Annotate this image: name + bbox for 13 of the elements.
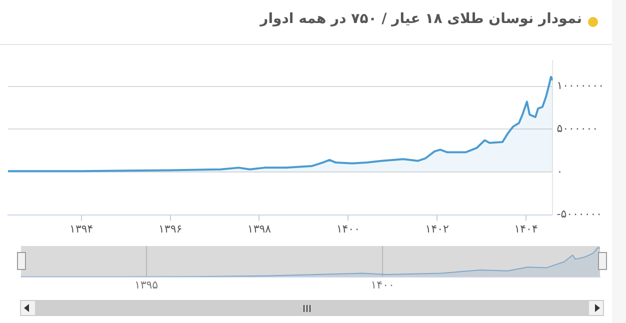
y-tick-label: -۵۰۰۰۰۰۰ [556,208,602,221]
x-tick-label: ۱۳۹۴ [70,222,94,236]
x-tick-label: ۱۳۹۵ [134,278,158,292]
x-tick-label: ۱۴۰۴ [514,222,538,236]
x-tick-label: ۱۴۰۰ [370,278,394,292]
x-tick-label: ۱۴۰۰ [336,222,360,236]
chart-title: نمودار نوسان طلای ۱۸ عیار / ۷۵۰ در همه ادوار [260,11,582,27]
x-tick-label: ۱۳۹۶ [158,222,182,236]
y-tick-label: ۰ [556,164,563,178]
x-tick-label: ۱۴۰۲ [425,222,450,236]
y-tick-label: ۵۰۰۰۰۰۰ [556,122,598,135]
y-tick-label: ۱۰۰۰۰۰۰۰ [556,79,604,92]
x-tick-label: ۱۳۹۸ [247,222,272,236]
